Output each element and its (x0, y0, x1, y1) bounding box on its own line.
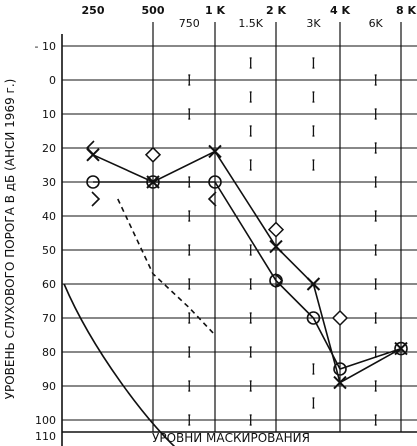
y-tick-label: 40 (42, 210, 56, 223)
masking-bracket (374, 278, 377, 290)
x-tick-label-interoctave: 6K (369, 17, 384, 30)
o-marker (208, 175, 222, 189)
y-tick-label: 70 (42, 312, 56, 325)
solid-curve (63, 283, 176, 446)
x-tick-label-octave: 8 K (396, 4, 416, 17)
masking-bracket (249, 91, 252, 103)
bracket-right-marker (274, 273, 284, 289)
masking-bracket (188, 244, 191, 256)
x-marker (269, 239, 283, 254)
masking-bracket (249, 57, 252, 69)
y-tick-label: 10 (42, 108, 56, 121)
x-marker (333, 375, 347, 390)
masking-bracket (374, 74, 377, 86)
x-marker (208, 144, 222, 159)
masking-bracket (188, 210, 191, 222)
o-marker (394, 341, 408, 356)
grid (61, 22, 417, 446)
y-tick-label: - 10 (35, 40, 56, 53)
diamond-marker (331, 309, 349, 327)
bracket-left-marker (207, 191, 217, 207)
masking-bracket (249, 414, 252, 426)
masking-bracket (374, 142, 377, 154)
x-tick-label-interoctave: 1.5K (238, 17, 263, 30)
masking-bracket (374, 108, 377, 120)
diamond-marker (144, 146, 162, 163)
masking-bracket (312, 159, 315, 171)
y-tick-label: 60 (42, 278, 56, 291)
markers (85, 57, 408, 426)
masking-bracket (312, 91, 315, 103)
y-tick-label: 50 (42, 244, 56, 257)
masking-bracket (188, 176, 191, 188)
masking-bracket (374, 346, 377, 358)
masking-bracket (312, 397, 315, 409)
o-marker (333, 362, 347, 376)
y-tick-label: 90 (42, 380, 56, 393)
y-tick-label: 80 (42, 346, 56, 359)
curves (63, 150, 402, 446)
x-tick-label-octave: 500 (142, 4, 165, 17)
x-tick-label-octave: 4 K (330, 4, 350, 17)
y-tick-label: 0 (49, 74, 56, 87)
x-axis-title: УРОВНИ МАСКИРОВАНИЯ (152, 431, 310, 445)
masking-bracket (188, 312, 191, 324)
masking-bracket (249, 346, 252, 358)
masking-bracket (249, 312, 252, 324)
masking-bracket (188, 414, 191, 426)
masking-bracket (188, 278, 191, 290)
masking-bracket (249, 278, 252, 290)
masking-bracket (374, 244, 377, 256)
threshold-line-x (92, 150, 402, 384)
x-tick-label-interoctave: 3K (306, 17, 321, 30)
masking-bracket (188, 380, 191, 392)
x-tick-label-octave: 250 (82, 4, 105, 17)
masking-bracket (188, 108, 191, 120)
y-tick-label: 110 (35, 430, 56, 443)
masking-bracket (249, 125, 252, 137)
masking-bracket (374, 210, 377, 222)
masking-bracket (374, 380, 377, 392)
masking-bracket (312, 57, 315, 69)
x-tick-label-interoctave: 750 (179, 17, 200, 30)
masking-bracket (312, 363, 315, 375)
o-marker (146, 175, 160, 189)
bracket-right-marker (91, 191, 101, 207)
dashed-curve (117, 198, 216, 336)
x-tick-label-octave: 2 K (266, 4, 286, 17)
threshold-line-o (93, 181, 402, 370)
y-axis-title: УРОВЕНЬ СЛУХОВОГО ПОРОГА В дБ (АНСИ 1969… (3, 79, 17, 400)
masking-bracket (249, 159, 252, 171)
x-marker (306, 277, 321, 291)
y-tick-label: 100 (35, 414, 56, 427)
o-marker (306, 311, 321, 325)
bracket-left-marker (85, 140, 95, 156)
tick-labels: - 10 0 10 20 30 40 50 60 70 80 90 100 110 250 500 1 K 2 … (35, 4, 417, 443)
masking-bracket (188, 74, 191, 86)
masking-bracket (374, 414, 377, 426)
masking-bracket (188, 346, 191, 358)
x-tick-label-octave: 1 K (205, 4, 225, 17)
masking-bracket (374, 312, 377, 324)
y-tick-label: 20 (42, 142, 56, 155)
masking-bracket (312, 125, 315, 137)
y-tick-label: 30 (42, 176, 56, 189)
masking-bracket (374, 176, 377, 188)
masking-bracket (249, 380, 252, 392)
o-marker (86, 175, 100, 189)
diamond-marker (267, 221, 285, 238)
masking-bracket (249, 244, 252, 256)
